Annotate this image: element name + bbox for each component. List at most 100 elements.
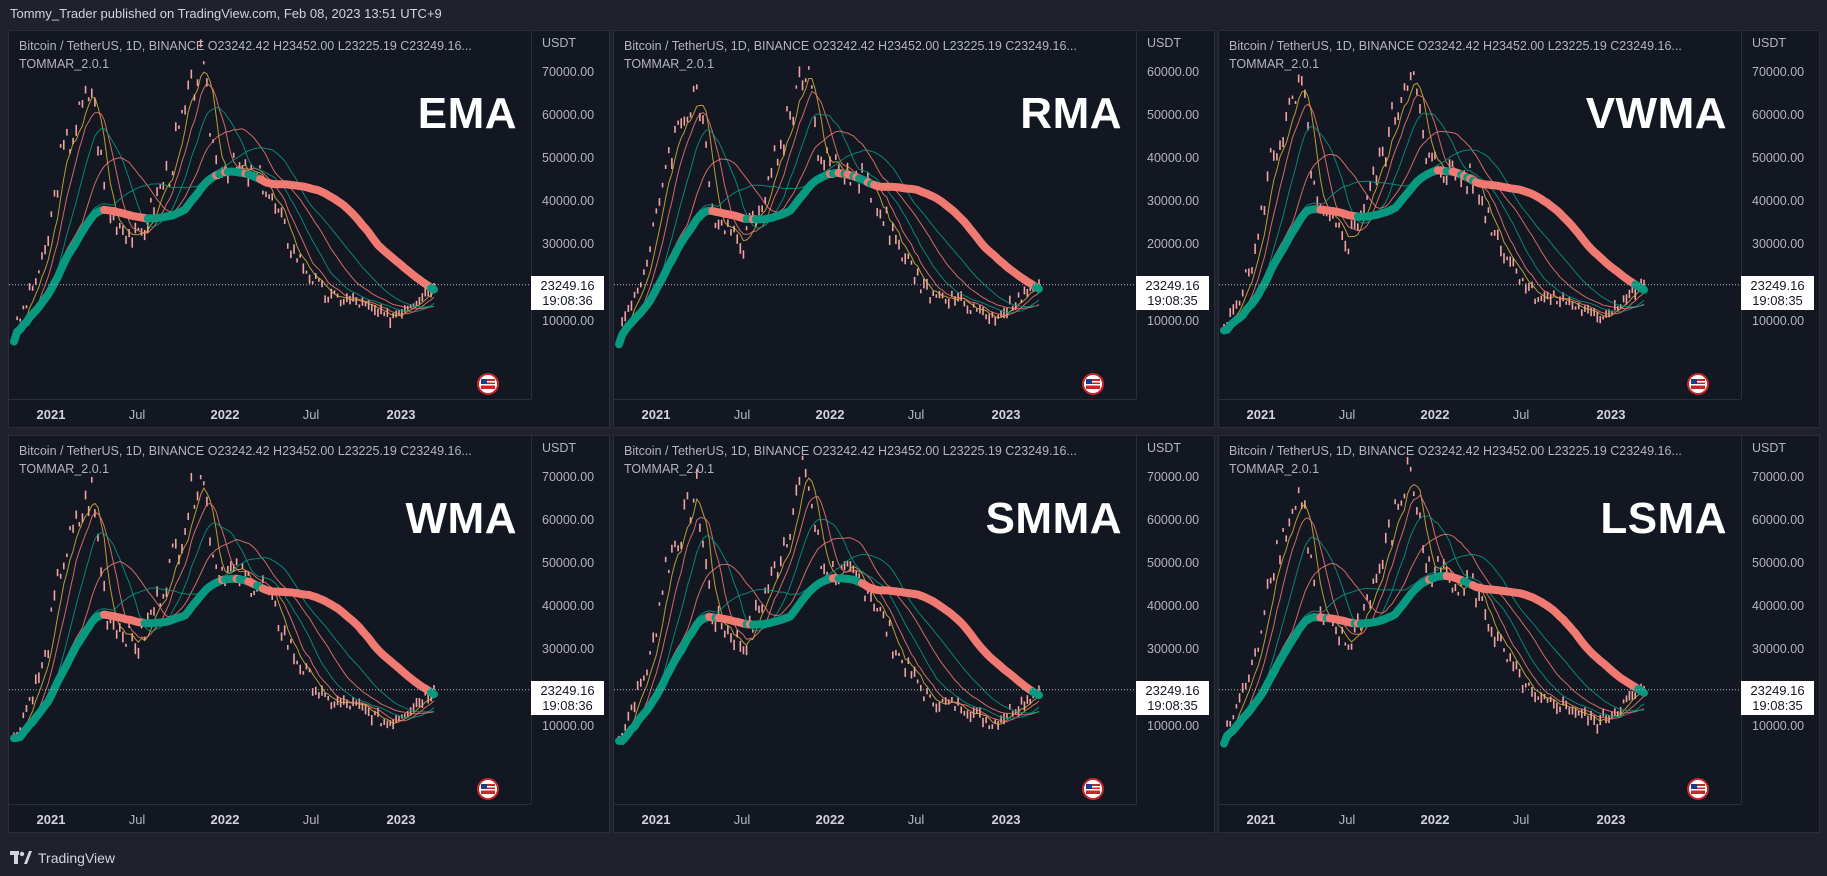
x-axis[interactable] xyxy=(1219,804,1741,832)
chart-title: Bitcoin / TetherUS, 1D, BINANCE O23242.4… xyxy=(624,444,1077,458)
candle xyxy=(1428,556,1430,562)
price-plot[interactable] xyxy=(614,31,1136,399)
candle xyxy=(69,149,71,154)
candle xyxy=(386,308,389,317)
y-axis[interactable] xyxy=(1136,31,1214,399)
candle xyxy=(714,621,717,632)
ma-line-2 xyxy=(13,502,435,736)
x-axis[interactable] xyxy=(614,399,1136,427)
candle xyxy=(377,707,379,717)
price-plot[interactable] xyxy=(9,436,531,804)
candle xyxy=(745,226,748,231)
us-flag-event-icon[interactable] xyxy=(477,778,499,800)
ma-line-3 xyxy=(1223,515,1645,741)
x-axis[interactable] xyxy=(9,804,531,832)
candle xyxy=(415,300,418,306)
candle xyxy=(168,558,171,563)
candle xyxy=(370,715,373,726)
candle xyxy=(720,623,723,630)
candle xyxy=(695,84,698,90)
chart-panel-vwma[interactable]: Bitcoin / TetherUS, 1D, BINANCE O23242.4… xyxy=(1218,30,1820,428)
candle xyxy=(1484,215,1487,224)
y-axis[interactable] xyxy=(1136,436,1214,804)
price-plot[interactable] xyxy=(614,436,1136,804)
candle xyxy=(1356,223,1359,231)
candle xyxy=(898,239,900,250)
long-ma-segment xyxy=(1032,283,1043,293)
y-axis[interactable] xyxy=(1741,31,1819,399)
y-axis-currency: USDT xyxy=(542,36,577,50)
candle xyxy=(1587,715,1589,726)
y-axis[interactable] xyxy=(1741,436,1819,804)
candle xyxy=(398,715,400,722)
x-tick-label: 2022 xyxy=(210,407,240,422)
candle xyxy=(109,214,112,224)
chart-panel-ema[interactable]: Bitcoin / TetherUS, 1D, BINANCE O23242.4… xyxy=(8,30,610,428)
candle xyxy=(761,205,763,212)
candle xyxy=(801,455,804,461)
candle xyxy=(1279,555,1281,565)
candle xyxy=(837,164,840,171)
tradingview-logo-icon xyxy=(10,851,32,864)
candle xyxy=(935,294,938,298)
us-flag-event-icon[interactable] xyxy=(1082,778,1104,800)
ma-line-1 xyxy=(1223,82,1645,328)
countdown-label: 19:08:35 xyxy=(1147,697,1198,713)
x-axis[interactable] xyxy=(9,399,531,427)
candle xyxy=(1593,715,1596,725)
candle xyxy=(156,187,158,196)
candle xyxy=(1378,147,1381,157)
candle xyxy=(1388,126,1390,137)
x-axis[interactable] xyxy=(1219,399,1741,427)
candle xyxy=(1282,137,1284,148)
candle xyxy=(1307,122,1309,131)
long-ma-segment xyxy=(1472,178,1640,289)
candle xyxy=(327,695,330,701)
candle xyxy=(1384,532,1387,544)
candle xyxy=(951,290,953,297)
candle xyxy=(1543,291,1546,303)
candle xyxy=(1416,88,1418,96)
chart-panel-lsma[interactable]: Bitcoin / TetherUS, 1D, BINANCE O23242.4… xyxy=(1218,435,1820,833)
x-tick-label: 2022 xyxy=(815,812,845,827)
us-flag-event-icon[interactable] xyxy=(1687,778,1709,800)
candle xyxy=(94,98,96,107)
candle xyxy=(783,537,785,546)
candle xyxy=(125,643,127,647)
candle xyxy=(415,697,418,708)
price-plot[interactable] xyxy=(9,31,531,399)
us-flag-event-icon[interactable] xyxy=(477,373,499,395)
candle xyxy=(792,116,795,126)
candle xyxy=(97,533,99,542)
candle xyxy=(776,158,779,166)
chart-panel-wma[interactable]: Bitcoin / TetherUS, 1D, BINANCE O23242.4… xyxy=(8,435,610,833)
candle xyxy=(1577,303,1580,310)
candle xyxy=(1475,598,1477,608)
y-axis[interactable] xyxy=(531,31,609,399)
candle xyxy=(1496,229,1499,240)
candle xyxy=(951,696,953,703)
us-flag-event-icon[interactable] xyxy=(1687,373,1709,395)
candle xyxy=(333,701,336,708)
candle xyxy=(395,310,397,318)
candle xyxy=(1403,493,1406,499)
candle xyxy=(302,263,305,274)
chart-panel-smma[interactable]: Bitcoin / TetherUS, 1D, BINANCE O23242.4… xyxy=(613,435,1215,833)
candle xyxy=(244,571,247,577)
x-tick-label: 2022 xyxy=(1420,407,1450,422)
candle xyxy=(639,678,642,687)
candle xyxy=(321,685,323,696)
price-plot[interactable] xyxy=(1219,436,1741,804)
candle xyxy=(1260,630,1263,634)
us-flag-event-icon[interactable] xyxy=(1082,373,1104,395)
candle xyxy=(1276,153,1278,161)
y-axis[interactable] xyxy=(531,436,609,804)
chart-panel-rma[interactable]: Bitcoin / TetherUS, 1D, BINANCE O23242.4… xyxy=(613,30,1215,428)
candle xyxy=(882,221,885,227)
x-axis[interactable] xyxy=(614,804,1136,832)
footer-brand: TradingView xyxy=(38,850,116,866)
price-plot[interactable] xyxy=(1219,31,1741,399)
candle xyxy=(187,80,190,90)
candle xyxy=(923,278,925,289)
candle xyxy=(314,686,317,695)
